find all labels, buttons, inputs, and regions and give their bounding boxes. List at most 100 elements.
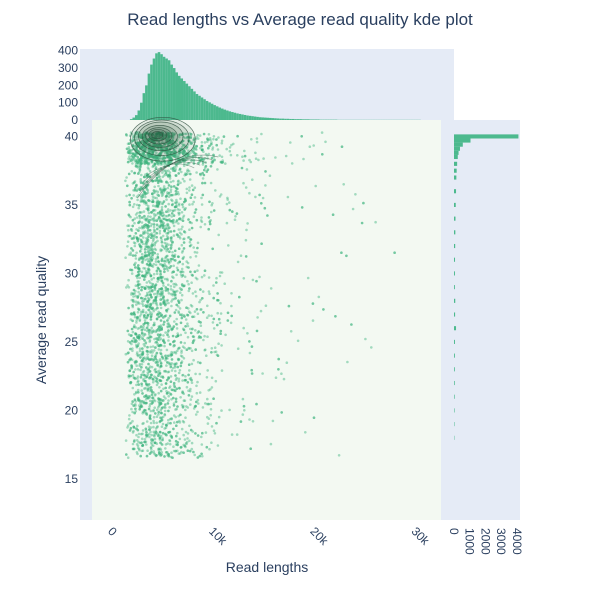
scatter-point: [138, 408, 141, 411]
scatter-point: [138, 308, 141, 311]
scatter-point: [134, 254, 137, 257]
scatter-point: [188, 425, 191, 428]
scatter-point: [346, 361, 349, 364]
scatter-point: [129, 149, 132, 152]
top-histogram-bar: [130, 119, 133, 120]
scatter-point: [132, 219, 135, 222]
top-histogram-bar: [284, 119, 287, 120]
scatter-point: [137, 271, 140, 274]
scatter-point: [162, 245, 165, 248]
scatter-point: [288, 305, 291, 308]
scatter-point: [209, 223, 212, 226]
scatter-point: [188, 369, 191, 372]
scatter-point: [223, 282, 226, 285]
scatter-point: [179, 369, 182, 372]
scatter-point: [230, 305, 233, 308]
scatter-point: [181, 294, 184, 297]
scatter-point: [260, 242, 263, 245]
scatter-point: [215, 350, 218, 353]
scatter-point: [201, 203, 204, 206]
scatter-point: [364, 338, 367, 341]
scatter-point: [131, 420, 134, 423]
scatter-point: [162, 423, 165, 426]
scatter-point: [133, 203, 136, 206]
scatter-point: [179, 217, 182, 220]
scatter-point: [161, 220, 164, 223]
scatter-point: [143, 370, 146, 373]
scatter-point: [142, 236, 145, 239]
scatter-point: [211, 157, 214, 160]
scatter-point: [196, 269, 199, 272]
scatter-point: [127, 240, 130, 243]
scatter-point: [141, 159, 144, 162]
scatter-point: [167, 322, 170, 325]
scatter-point: [172, 428, 175, 431]
scatter-point: [196, 381, 199, 384]
scatter-point: [171, 436, 174, 439]
top-histogram-bar: [148, 74, 151, 120]
scatter-point: [141, 347, 144, 350]
scatter-point: [201, 455, 204, 458]
scatter-point: [154, 438, 157, 441]
scatter-point: [201, 297, 204, 300]
scatter-point: [204, 269, 207, 272]
scatter-point: [151, 201, 154, 204]
scatter-point: [243, 405, 246, 408]
top-histogram-bar: [292, 119, 295, 120]
chart-title: Read lengths vs Average read quality kde…: [127, 10, 473, 29]
top-histogram-bar: [269, 118, 272, 120]
scatter-point: [131, 365, 134, 368]
scatter-point: [191, 184, 194, 187]
scatter-point: [251, 345, 254, 348]
scatter-point: [213, 429, 216, 432]
scatter-point: [141, 444, 144, 447]
scatter-point: [255, 157, 258, 160]
scatter-point: [159, 441, 162, 444]
scatter-point: [199, 288, 202, 291]
scatter-point: [157, 411, 160, 414]
scatter-point: [155, 232, 158, 235]
scatter-point: [184, 375, 187, 378]
scatter-point: [131, 320, 134, 323]
top-histogram-bar: [170, 65, 173, 120]
scatter-point: [190, 398, 193, 401]
scatter-point: [176, 387, 179, 390]
top-histogram-bar: [143, 93, 146, 120]
scatter-point: [197, 137, 200, 140]
scatter-point: [133, 448, 136, 451]
scatter-point: [183, 342, 186, 345]
scatter-point: [147, 322, 150, 325]
right-histogram-tick-label: 1000: [463, 528, 477, 555]
scatter-point: [153, 234, 156, 237]
scatter-point: [159, 333, 162, 336]
top-histogram-bar: [175, 72, 178, 120]
scatter-point: [201, 443, 204, 446]
scatter-point: [150, 315, 153, 318]
scatter-point: [175, 400, 178, 403]
scatter-point: [141, 216, 144, 219]
scatter-point: [192, 292, 195, 295]
scatter-point: [145, 443, 148, 446]
scatter-point: [139, 455, 142, 458]
scatter-point: [179, 452, 182, 455]
scatter-point: [189, 388, 192, 391]
right-histogram-bar: [454, 175, 456, 179]
scatter-point: [258, 276, 261, 279]
scatter-point: [183, 215, 186, 218]
scatter-point: [147, 309, 150, 312]
scatter-point: [234, 218, 237, 221]
scatter-point: [170, 288, 173, 291]
scatter-point: [131, 225, 134, 228]
scatter-point: [215, 281, 218, 284]
scatter-point: [340, 251, 343, 254]
scatter-point: [137, 172, 140, 175]
scatter-point: [168, 195, 171, 198]
scatter-point: [174, 201, 177, 204]
scatter-point: [129, 422, 132, 425]
scatter-point: [153, 252, 156, 255]
scatter-point: [156, 307, 159, 310]
scatter-point: [256, 316, 259, 319]
scatter-point: [180, 228, 183, 231]
scatter-point: [210, 315, 213, 318]
scatter-point: [252, 420, 255, 423]
